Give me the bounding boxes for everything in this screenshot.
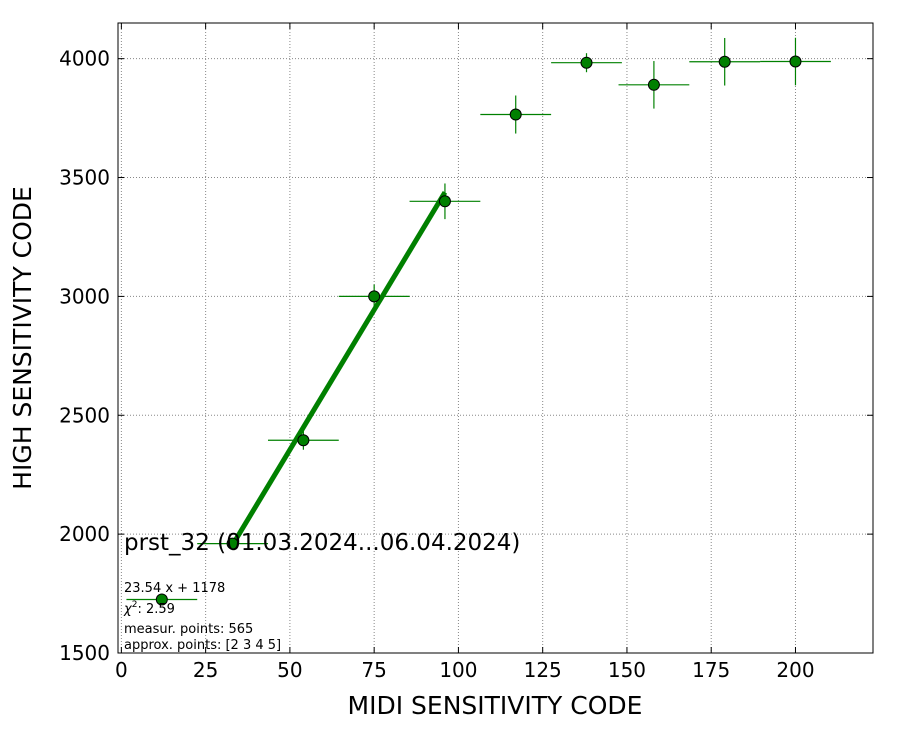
data-point — [155, 593, 168, 606]
x-tick-label: 50 — [277, 658, 302, 682]
data-point — [789, 55, 802, 68]
fit-equation: 23.54 x + 1178 — [124, 581, 225, 596]
data-point — [226, 537, 239, 550]
y-tick-label: 2500 — [59, 403, 110, 427]
chart-title: prst_32 (01.03.2024...06.04.2024) — [124, 530, 520, 556]
data-point — [509, 108, 522, 121]
data-point — [297, 434, 310, 447]
chi-exponent: 2 — [132, 600, 138, 610]
x-tick-label: 100 — [439, 658, 477, 682]
chi-square-label: χ2: 2.59 — [123, 600, 175, 617]
x-tick-label: 200 — [776, 658, 814, 682]
x-axis-label: MIDI SENSITIVITY CODE — [348, 691, 643, 720]
x-tick-label: 25 — [193, 658, 218, 682]
data-point — [718, 55, 731, 68]
approx-points-label: approx. points: [2 3 4 5] — [124, 638, 281, 653]
data-point — [647, 78, 660, 91]
y-tick-label: 3500 — [59, 166, 110, 190]
data-point — [580, 56, 593, 69]
axis-ticks: 0 25 50 75 100 125 150 175 200 1500 2000 2500 3000 35… — [59, 23, 873, 682]
chi-value: : 2.59 — [137, 602, 174, 617]
y-axis-label: HIGH SENSITIVITY CODE — [8, 186, 37, 490]
y-tick-label: 2000 — [59, 522, 110, 546]
x-tick-label: 175 — [692, 658, 730, 682]
x-tick-label: 75 — [361, 658, 386, 682]
plot-frame — [117, 22, 874, 654]
fit-line-group — [230, 191, 448, 547]
y-tick-label: 4000 — [59, 47, 110, 71]
x-tick-label: 125 — [524, 658, 562, 682]
chi-symbol: χ — [123, 602, 133, 617]
y-tick-label: 3000 — [59, 284, 110, 308]
measured-points-label: measur. points: 565 — [124, 622, 253, 637]
fit-line — [230, 191, 448, 547]
x-tick-label: 0 — [115, 658, 128, 682]
data-point — [438, 195, 451, 208]
data-point — [368, 290, 381, 303]
y-tick-label: 1500 — [59, 641, 110, 665]
data-points — [126, 37, 831, 606]
x-tick-label: 150 — [608, 658, 646, 682]
grid — [118, 23, 873, 654]
plot-background — [118, 23, 873, 653]
